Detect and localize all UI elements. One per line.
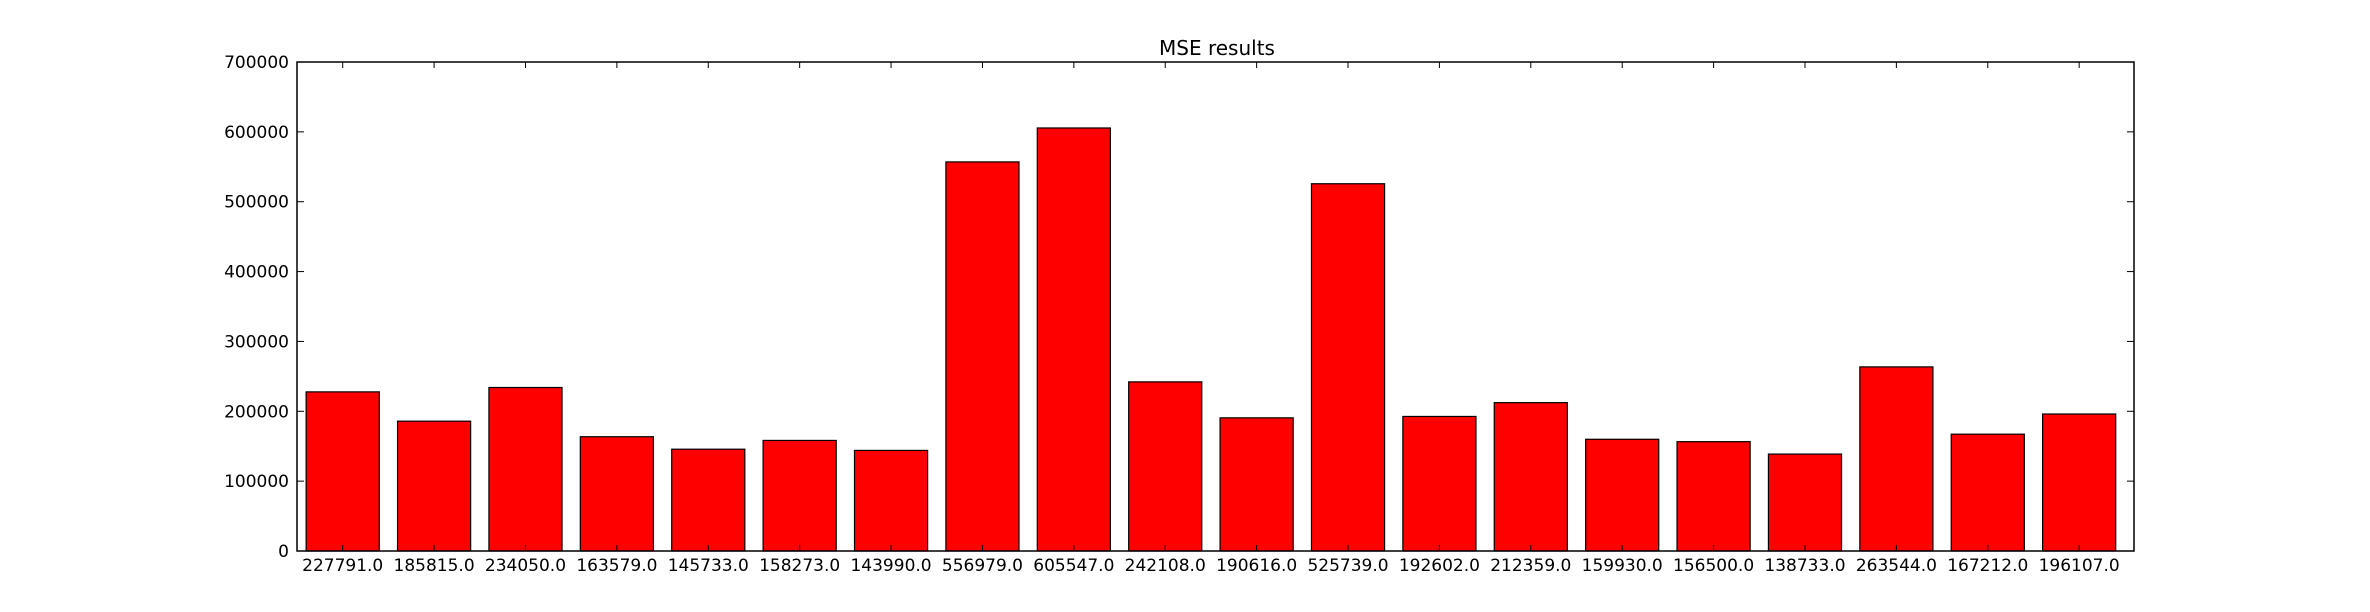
bar-4 <box>579 436 655 552</box>
bar-7 <box>853 449 929 552</box>
x-tick-label-6: 158273.0 <box>759 556 840 576</box>
x-tick-label-20: 196107.0 <box>2039 556 2120 576</box>
x-tick-label-19: 167212.0 <box>1947 556 2028 576</box>
bar-9 <box>1036 127 1111 552</box>
x-tick-label-18: 263544.0 <box>1856 556 1937 576</box>
bar-5 <box>671 448 746 552</box>
bar-19 <box>1950 433 2025 552</box>
bar-3 <box>488 386 563 552</box>
x-tick-label-9: 605547.0 <box>1033 556 1114 576</box>
y-tick-label-1: 100000 <box>224 472 289 492</box>
bar-13 <box>1402 415 1477 552</box>
bar-15 <box>1585 438 1660 552</box>
x-tick-label-8: 556979.0 <box>942 556 1023 576</box>
x-tick-label-4: 163579.0 <box>576 556 657 576</box>
y-tick-label-7: 700000 <box>224 53 289 73</box>
x-tick-label-17: 138733.0 <box>1764 556 1845 576</box>
bar-1 <box>305 391 380 552</box>
bar-18 <box>1859 366 1934 552</box>
bar-11 <box>1219 417 1294 552</box>
bar-16 <box>1676 441 1751 552</box>
bar-8 <box>945 161 1020 552</box>
x-tick-label-13: 192602.0 <box>1399 556 1480 576</box>
bar-2 <box>396 420 472 552</box>
bar-10 <box>1128 381 1203 552</box>
chart-title: MSE results <box>1159 36 1275 60</box>
x-tick-label-2: 185815.0 <box>394 556 475 576</box>
y-tick-label-5: 500000 <box>224 193 289 213</box>
x-axis: 227791.0 185815.0 234050.0 163579.0 145733.0… <box>302 62 2120 576</box>
y-tick-label-2: 200000 <box>224 402 289 422</box>
y-axis: 0 100000 200000 300000 400000 500000 600000 700… <box>224 53 2134 562</box>
x-tick-label-3: 234050.0 <box>485 556 566 576</box>
x-tick-label-10: 242108.0 <box>1125 556 1206 576</box>
y-tick-label-3: 300000 <box>224 332 289 352</box>
bar-12 <box>1310 183 1386 552</box>
bars-group <box>305 127 2117 552</box>
y-tick-label-4: 400000 <box>224 263 289 283</box>
x-tick-label-7: 143990.0 <box>850 556 931 576</box>
x-tick-label-11: 190616.0 <box>1216 556 1297 576</box>
x-tick-label-12: 525739.0 <box>1307 556 1388 576</box>
bar-20 <box>2042 413 2117 552</box>
x-tick-label-5: 145733.0 <box>668 556 749 576</box>
bar-17 <box>1767 453 1843 552</box>
bar-14 <box>1493 402 1568 552</box>
x-tick-label-15: 159930.0 <box>1582 556 1663 576</box>
x-tick-label-16: 156500.0 <box>1673 556 1754 576</box>
bar-6 <box>762 439 837 552</box>
y-tick-label-6: 600000 <box>224 123 289 143</box>
x-tick-label-1: 227791.0 <box>302 556 383 576</box>
plot-frame <box>296 61 2135 552</box>
y-tick-label-0: 0 <box>278 542 289 562</box>
x-tick-label-14: 212359.0 <box>1490 556 1571 576</box>
